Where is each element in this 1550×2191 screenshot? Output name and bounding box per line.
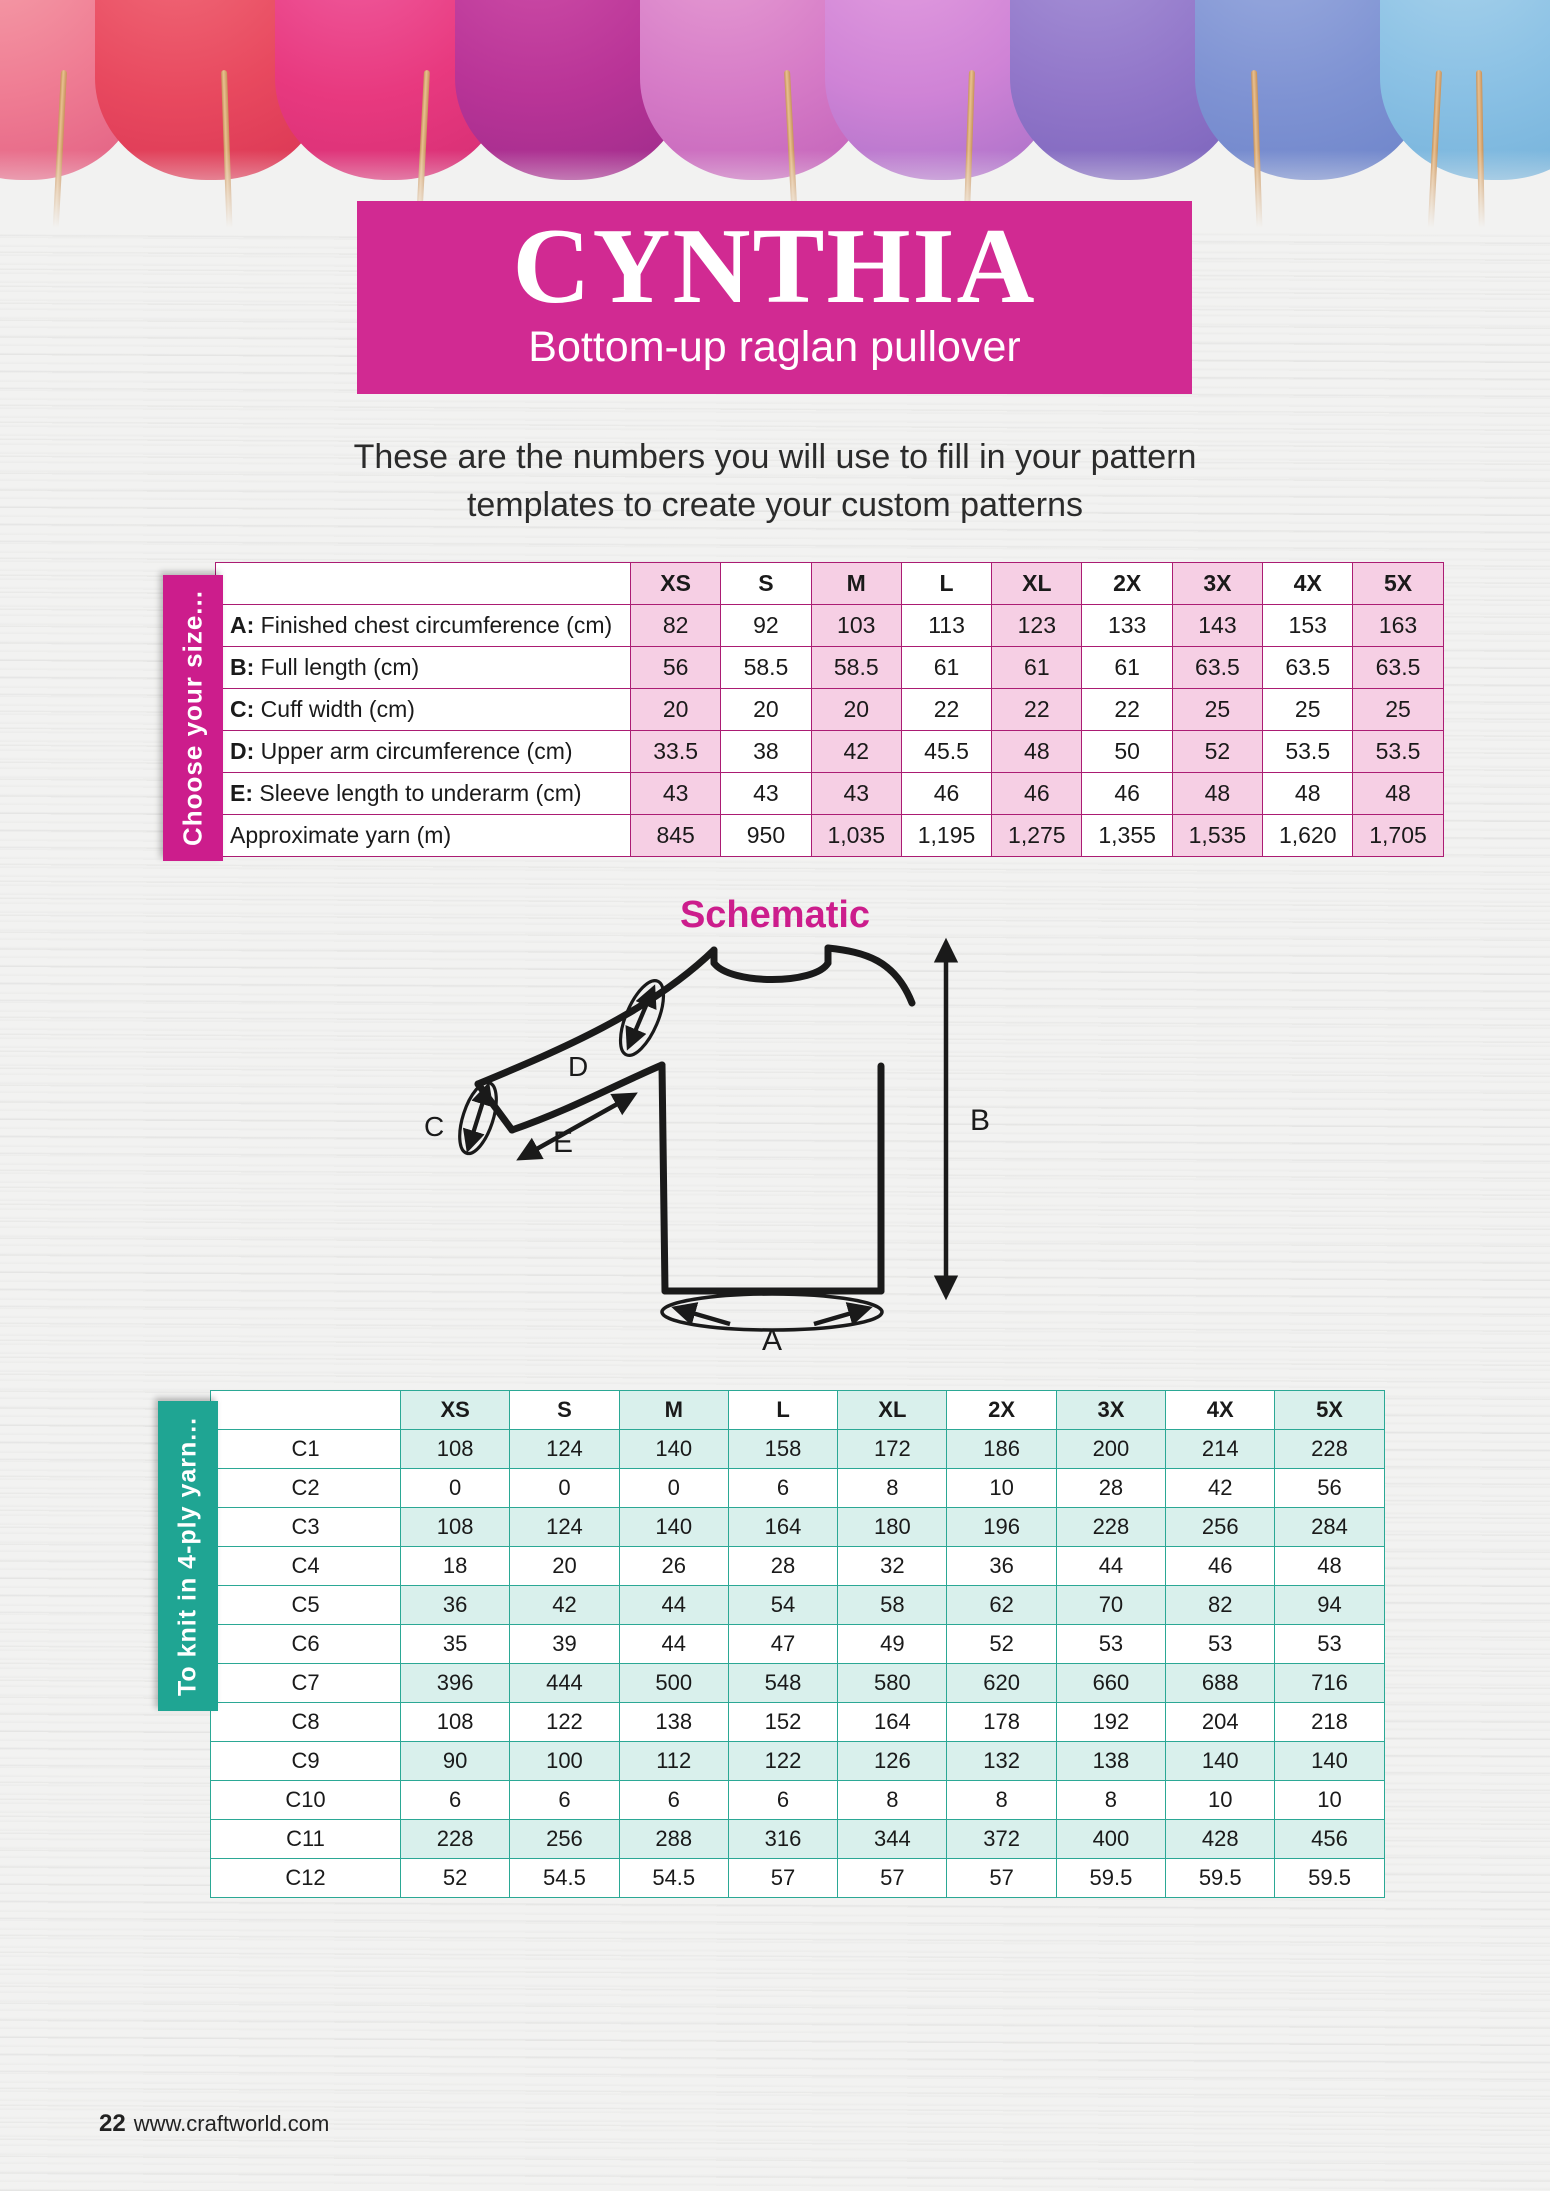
svg-text:B: B [970,1104,990,1137]
svg-text:A: A [762,1324,782,1357]
svg-text:C: C [424,1111,444,1142]
svg-text:D: D [568,1051,588,1082]
svg-text:E: E [553,1126,573,1159]
svg-text:Schematic: Schematic [680,894,870,936]
